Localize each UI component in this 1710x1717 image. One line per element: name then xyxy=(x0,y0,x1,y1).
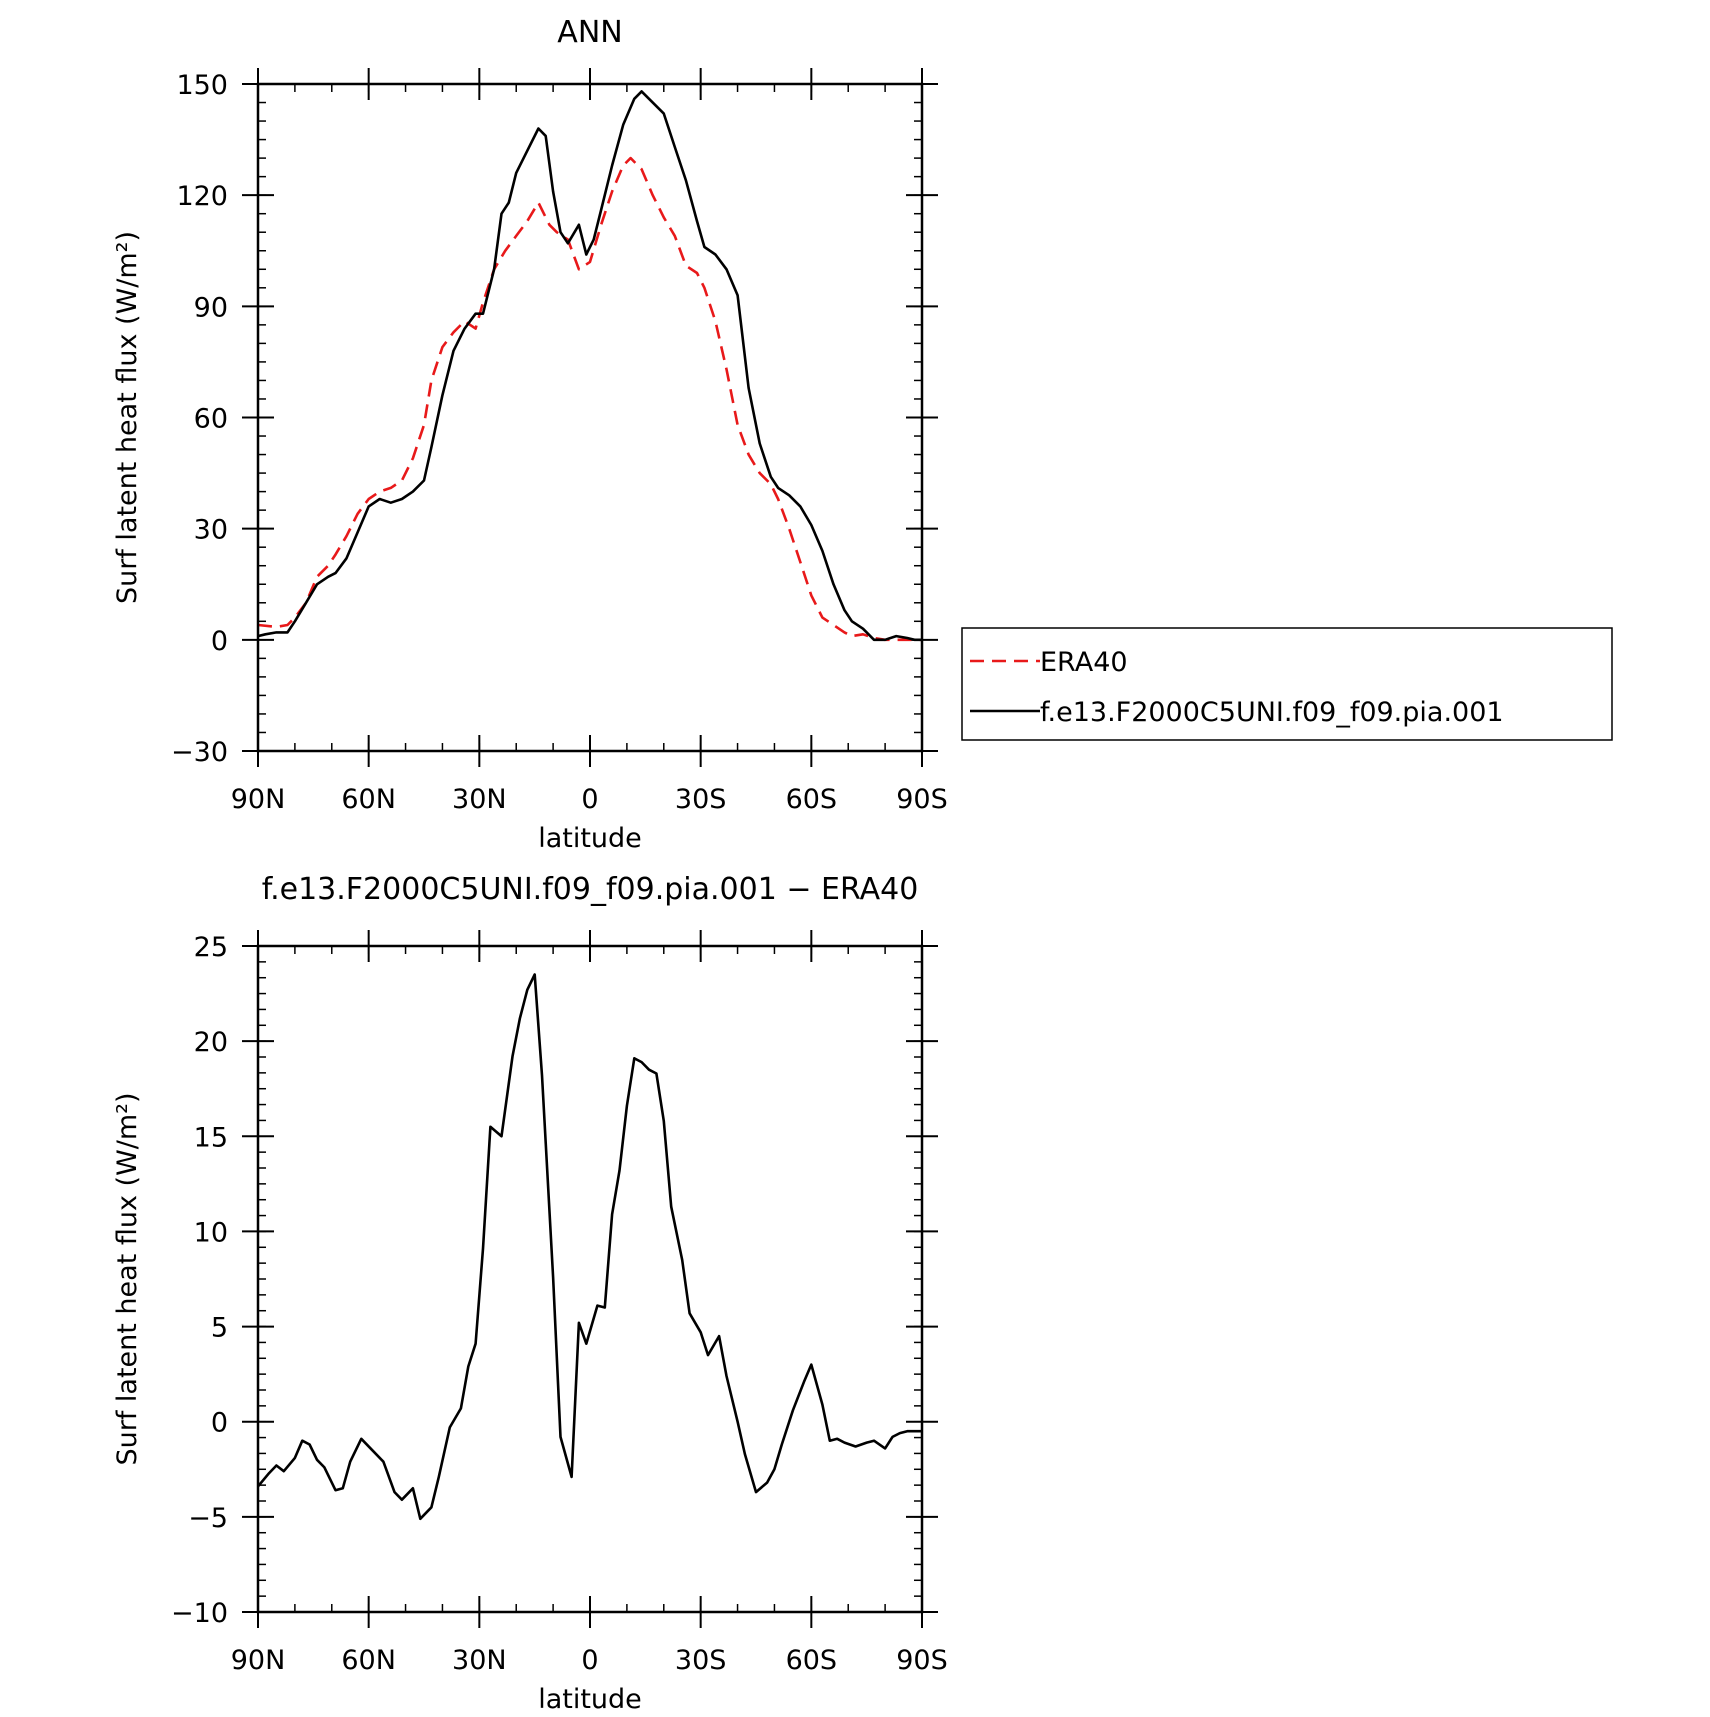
x-tick-label: 90N xyxy=(231,784,286,815)
y-tick-label: −30 xyxy=(171,737,228,768)
series-line-1 xyxy=(258,90,922,642)
y-axis-title: Surf latent heat flux (W/m²) xyxy=(112,1092,143,1465)
y-axis-title: Surf latent heat flux (W/m²) xyxy=(112,231,143,604)
x-tick-label: 90S xyxy=(896,784,948,815)
y-tick-label: −10 xyxy=(171,1598,228,1629)
y-tick-label: 150 xyxy=(176,70,228,101)
x-tick-label: 60N xyxy=(341,784,396,815)
x-tick-label: 60S xyxy=(786,1645,838,1676)
plot-frame xyxy=(256,944,924,1614)
x-axis-title: latitude xyxy=(538,823,642,854)
legend: ERA40 f.e13.F2000C5UNI.f09_f09.pia.001 xyxy=(961,627,1613,741)
plot-frame xyxy=(256,82,924,753)
series-line-0 xyxy=(258,156,922,642)
plot-title: f.e13.F2000C5UNI.f09_f09.pia.001 − ERA40 xyxy=(262,872,919,907)
y-tick-label: 0 xyxy=(211,1408,228,1439)
x-tick-label: 60S xyxy=(786,784,838,815)
y-tick-label: 120 xyxy=(176,181,228,212)
series-line-0 xyxy=(258,973,922,1521)
x-tick-label: 90S xyxy=(896,1645,948,1676)
y-tick-label: −5 xyxy=(188,1503,228,1534)
x-tick-label: 30N xyxy=(452,784,507,815)
plot-title: ANN xyxy=(557,15,622,50)
legend-box xyxy=(961,627,1613,741)
y-tick-label: 15 xyxy=(194,1122,228,1153)
legend-label-0: ERA40 xyxy=(1040,647,1128,678)
y-tick-label: 5 xyxy=(211,1313,228,1344)
chart-difference: f.e13.F2000C5UNI.f09_f09.pia.001 − ERA40… xyxy=(112,872,948,1715)
y-tick-label: 60 xyxy=(194,404,228,435)
x-tick-label: 30S xyxy=(675,1645,727,1676)
y-tick-label: 0 xyxy=(211,626,228,657)
x-tick-label: 0 xyxy=(581,1645,598,1676)
x-axis-title: latitude xyxy=(538,1684,642,1715)
chart-ann: ANN −30 0 30 60 90 120 150 90N 60N 30N 0 30S 60S 90S la… xyxy=(112,15,1613,854)
x-tick-label: 0 xyxy=(581,784,598,815)
x-tick-label: 90N xyxy=(231,1645,286,1676)
y-tick-label: 10 xyxy=(194,1217,228,1248)
x-tick-label: 30S xyxy=(675,784,727,815)
y-tick-label: 25 xyxy=(194,932,228,963)
y-tick-label: 30 xyxy=(194,515,228,546)
y-tick-label: 90 xyxy=(194,292,228,323)
x-tick-label: 30N xyxy=(452,1645,507,1676)
y-tick-label: 20 xyxy=(194,1027,228,1058)
x-tick-label: 60N xyxy=(341,1645,396,1676)
legend-label-1: f.e13.F2000C5UNI.f09_f09.pia.001 xyxy=(1040,697,1504,728)
